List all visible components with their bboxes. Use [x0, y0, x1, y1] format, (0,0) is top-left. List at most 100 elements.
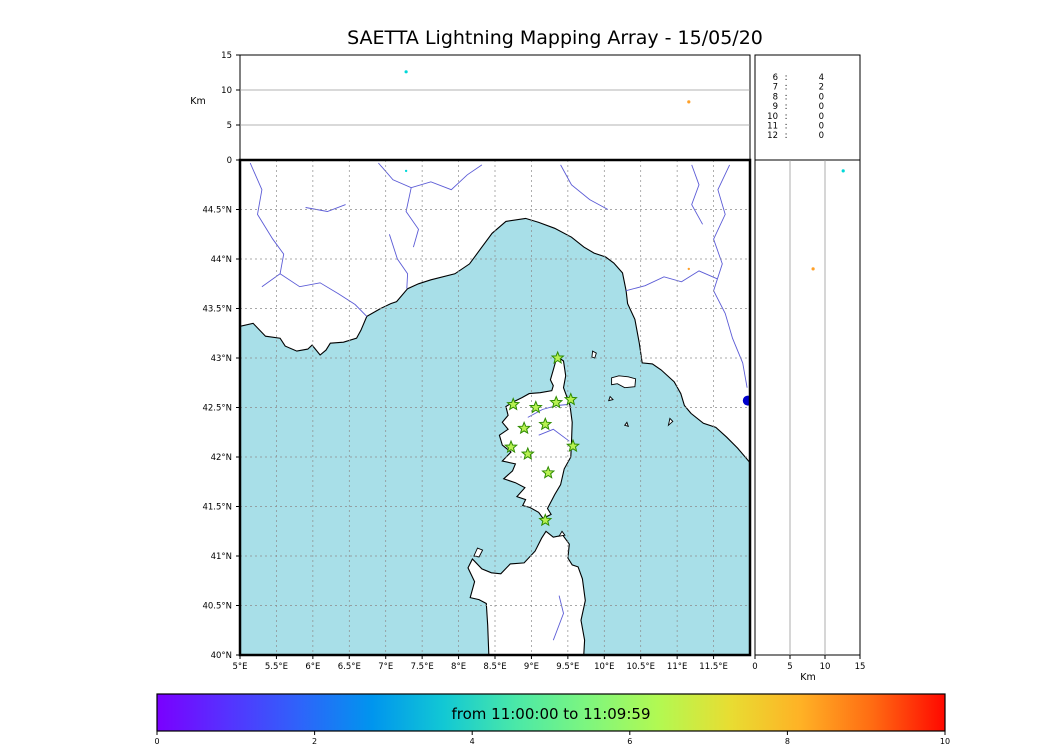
mainland-coast [240, 160, 750, 464]
colorbar-tick-label: 2 [312, 737, 317, 746]
lightning-source-point [404, 70, 408, 74]
minute-label: 12 [767, 131, 778, 141]
island-coast [667, 417, 674, 427]
lma-station-star [550, 350, 565, 365]
count-value: 2 [819, 83, 824, 93]
colon: : [785, 92, 788, 102]
colorbar-tick-label: 10 [940, 737, 950, 746]
lma-station-star [528, 400, 543, 414]
river [560, 164, 609, 210]
minute-count-row: 8: 0 [773, 92, 824, 102]
river [305, 204, 346, 212]
minute-count-row: 12: 0 [767, 131, 824, 141]
longitude-tick-label: 8°E [451, 662, 466, 672]
river [691, 164, 703, 225]
count-value: 0 [819, 122, 824, 132]
count-value: 0 [819, 102, 824, 112]
altitude-tick-label: 0 [227, 156, 232, 166]
lma-station-star [506, 397, 521, 411]
river [552, 595, 564, 641]
time-colorbar: 0 2 4 6 8 10 [154, 693, 950, 746]
island-coast [591, 350, 597, 359]
colon: : [785, 122, 788, 132]
lma-station-star [566, 438, 580, 453]
minute-label: 6 [773, 73, 778, 83]
latitude-tick-label: 41.5°N [202, 503, 232, 513]
minute-count-row: 11: 0 [767, 122, 824, 132]
altitude-tick-label: 15 [855, 662, 866, 672]
minute-label: 9 [773, 102, 778, 112]
longitude-tick-label: 8.5°E [483, 662, 506, 672]
minute-count-row: 10: 0 [767, 112, 824, 122]
colorbar-tick-label: 0 [154, 737, 159, 746]
lightning-source-point [811, 267, 815, 271]
latitude-tick-label: 40°N [211, 651, 232, 661]
colorbar-tick-label: 8 [785, 737, 790, 746]
minute-label: 11 [767, 122, 778, 132]
lma-station-star [517, 420, 532, 435]
altitude-tick-label: 10 [820, 662, 831, 672]
lma-station-star [538, 513, 553, 527]
island-coast [558, 530, 566, 537]
latitude-tick-label: 44°N [211, 255, 232, 265]
lightning-source-point [687, 100, 691, 104]
figure-title: SAETTA Lightning Mapping Array - 15/05/2… [347, 27, 763, 49]
longitude-tick-label: 7.5°E [411, 662, 434, 672]
colon: : [785, 102, 788, 112]
lightning-source-point [841, 169, 845, 173]
map-panel: 5°E 5.5°E 6°E 6.5°E 7°E 7.5°E 8°E 8.5°E 9°E 9.5°E… [202, 158, 752, 672]
lma-station-star [563, 392, 578, 406]
minute-count-row: 7: 2 [773, 83, 824, 93]
longitude-tick-label: 10°E [594, 662, 614, 672]
lma-station-star [504, 439, 518, 454]
river [713, 164, 748, 388]
colorbar-label: from 11:00:00 to 11:09:59 [451, 705, 650, 723]
river [538, 428, 570, 442]
colon: : [785, 112, 788, 122]
sardinia-coast [467, 530, 586, 655]
river [378, 162, 483, 191]
lightning-source-point [404, 169, 408, 173]
island-coast [473, 547, 484, 558]
longitude-tick-label: 10.5°E [626, 662, 655, 672]
minute-count-row: 9: 0 [773, 102, 824, 112]
latitude-tick-label: 41°N [211, 552, 232, 562]
static-labels: SAETTA Lightning Mapping Array - 15/05/2… [190, 27, 815, 723]
lightning-source-point [687, 267, 690, 271]
count-value: 4 [819, 73, 824, 83]
minute-label: 10 [767, 112, 778, 122]
altitude-axis-label-right: Km [800, 672, 815, 683]
island-coast [623, 421, 630, 427]
altitude-axis-label-top: Km [190, 96, 205, 107]
lma-station-star [520, 446, 535, 460]
longitude-tick-label: 6°E [305, 662, 320, 672]
latitude-tick-label: 40.5°N [202, 602, 232, 612]
altitude-tick-label: 5 [787, 662, 792, 672]
river [527, 404, 568, 418]
colon: : [785, 83, 788, 93]
longitude-tick-label: 7°E [378, 662, 393, 672]
longitude-tick-label: 11.5°E [699, 662, 728, 672]
latitude-tick-label: 43.5°N [202, 305, 232, 315]
river [625, 270, 718, 292]
colon: : [785, 131, 788, 141]
altitude-tick-label: 15 [221, 51, 232, 61]
altitude-tick-label: 0 [752, 662, 757, 672]
altitude-latitude-panel: 0 5 10 15 [752, 159, 866, 672]
river [279, 273, 368, 317]
colorbar-gradient [156, 693, 946, 732]
colon: : [785, 73, 788, 83]
count-value: 0 [819, 92, 824, 102]
lma-station-star [549, 395, 564, 409]
river [388, 234, 409, 289]
minute-label: 8 [773, 92, 778, 102]
latitude-tick-label: 43°N [211, 354, 232, 364]
altitude-longitude-panel: 0 5 10 15 [221, 51, 751, 166]
lma-station-star [541, 465, 556, 479]
island-coast [608, 395, 614, 402]
island-coast [611, 375, 637, 389]
count-value: 0 [819, 131, 824, 141]
colorbar-tick-label: 4 [470, 737, 475, 746]
